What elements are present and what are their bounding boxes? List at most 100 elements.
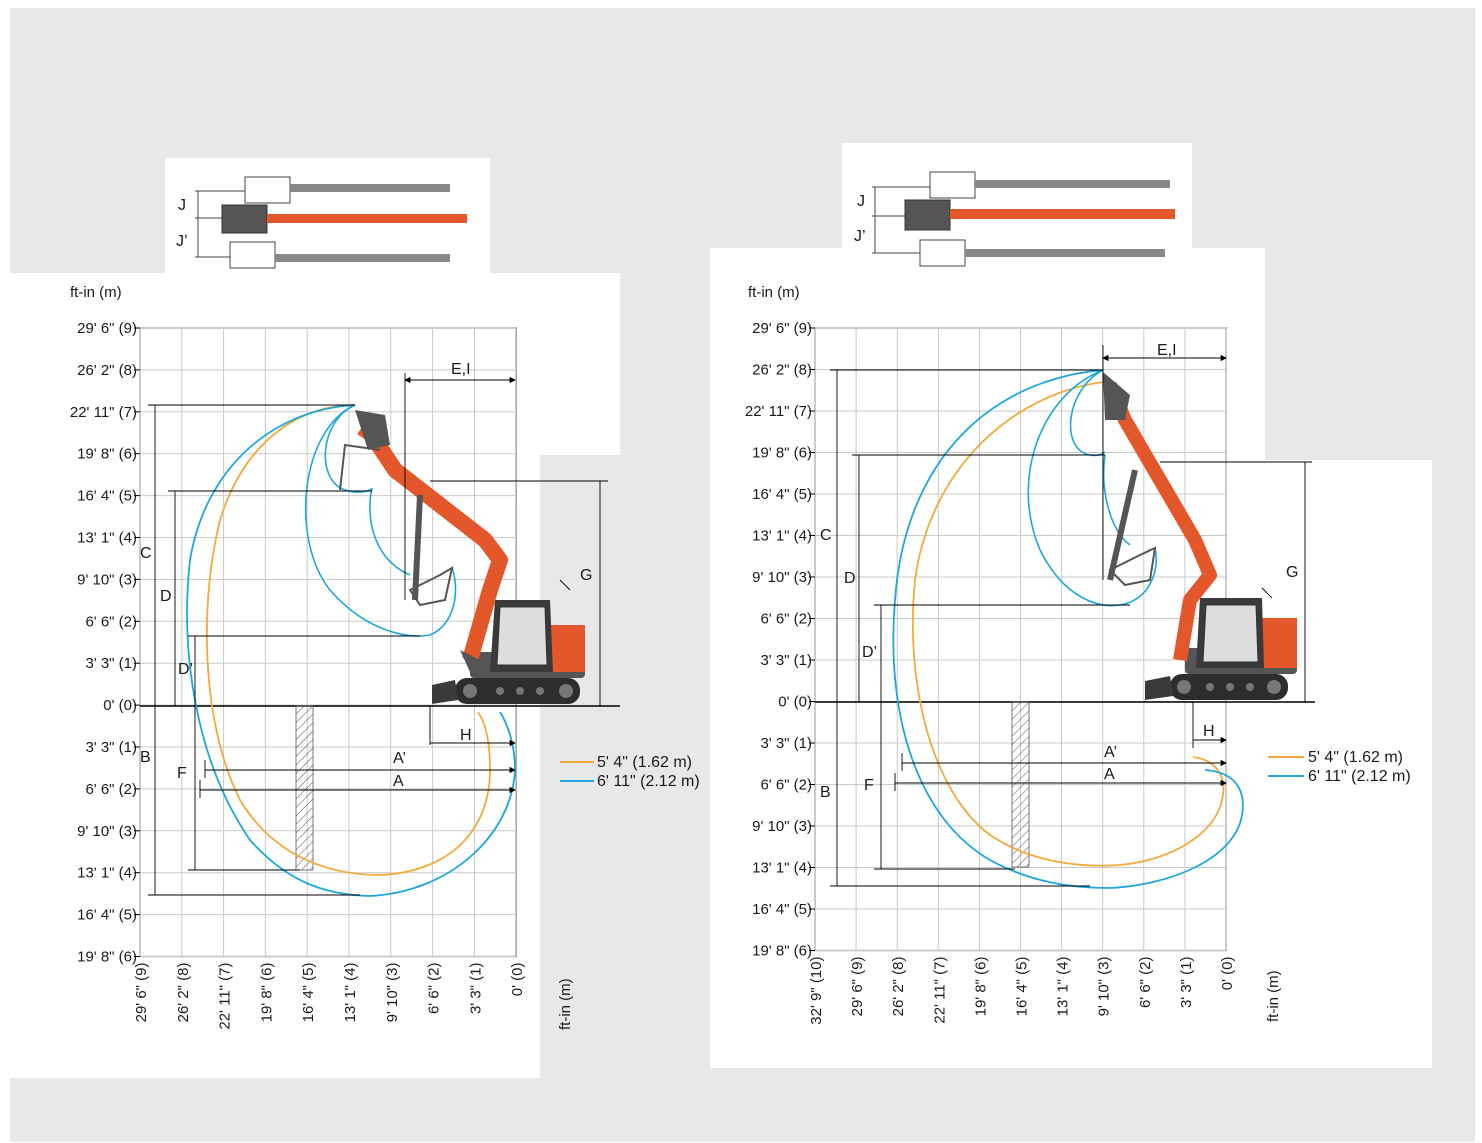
y-tick-label: 3' 3" (1) xyxy=(85,739,137,756)
left-label-G: G xyxy=(580,567,592,584)
y-tick-label: 13' 1" (4) xyxy=(752,528,812,545)
right-y-unit-label: ft-in (m) xyxy=(748,284,800,301)
left-chart-panel xyxy=(7,273,540,1078)
x-tick-label: 26' 2" (8) xyxy=(175,963,192,1023)
left-excavator-illustration xyxy=(339,410,585,704)
left-trench-wall xyxy=(295,705,314,871)
y-tick-label: 6' 6" (2) xyxy=(760,777,812,794)
left-label-B: B xyxy=(140,749,151,766)
y-tick-label: 0' (0) xyxy=(103,697,137,714)
right-label-B: B xyxy=(820,784,831,801)
right-excavator-illustration xyxy=(1103,372,1297,700)
y-tick-label: 22' 11" (7) xyxy=(745,403,812,420)
x-tick-label: 3' 3" (1) xyxy=(467,963,484,1015)
right-label-D-prime: D’ xyxy=(862,644,877,661)
right-chart-panel-ext xyxy=(1265,460,1432,1068)
left-label-E-I: E,I xyxy=(451,361,471,378)
right-top-view-illustration: J J’ xyxy=(854,171,1175,267)
right-x-unit-label: ft-in (m) xyxy=(1265,970,1282,1022)
left-y-unit-label: ft-in (m) xyxy=(70,284,122,301)
left-x-unit-label: ft-in (m) xyxy=(557,978,574,1030)
y-tick-label: 9' 10" (3) xyxy=(77,823,137,840)
right-label-A: A xyxy=(1104,766,1115,783)
left-label-J-prime: J’ xyxy=(176,233,188,250)
left-label-C: C xyxy=(140,545,152,562)
left-legend-long-label: 6' 11" (2.12 m) xyxy=(597,773,700,790)
y-tick-label: 26' 2" (8) xyxy=(77,362,137,379)
y-tick-label: 3' 3" (1) xyxy=(85,655,137,672)
left-label-D-prime: D’ xyxy=(178,661,193,678)
y-tick-label: 22' 11" (7) xyxy=(70,404,137,421)
y-tick-label: 13' 1" (4) xyxy=(77,865,137,882)
left-label-A: A xyxy=(393,773,404,790)
x-tick-label: 22' 11" (7) xyxy=(931,957,948,1024)
y-tick-label: 9' 10" (3) xyxy=(752,818,812,835)
left-label-A-prime: A’ xyxy=(393,750,406,767)
right-label-J-prime: J’ xyxy=(854,228,866,245)
x-tick-label: 16' 4" (5) xyxy=(1014,957,1031,1017)
left-curl-curve-2 xyxy=(304,404,457,637)
y-tick-label: 19' 8" (6) xyxy=(752,943,812,960)
right-chart-panel xyxy=(710,248,1265,1068)
y-tick-label: 29' 6" (9) xyxy=(752,320,812,337)
right-label-A-prime: A’ xyxy=(1104,744,1117,761)
right-envelope-long-arm xyxy=(892,369,1244,889)
right-curl-curve-3 xyxy=(1102,454,1131,546)
y-tick-label: 19' 8" (6) xyxy=(752,445,812,462)
x-tick-label: 9' 10" (3) xyxy=(1096,957,1113,1017)
right-top-view-panel xyxy=(842,143,1192,248)
y-tick-label: 3' 3" (1) xyxy=(760,735,812,752)
y-tick-label: 29' 6" (9) xyxy=(77,320,137,337)
left-top-view-illustration: J J’ xyxy=(176,176,467,269)
x-tick-label: 32' 9" (10) xyxy=(808,957,825,1025)
left-legend-short-label: 5' 4" (1.62 m) xyxy=(597,754,692,771)
x-tick-label: 6' 6" (2) xyxy=(1137,957,1154,1009)
y-tick-label: 9' 10" (3) xyxy=(77,571,137,588)
x-tick-label: 19' 8" (6) xyxy=(972,957,989,1017)
y-tick-label: 16' 4" (5) xyxy=(77,488,137,505)
x-tick-label: 19' 8" (6) xyxy=(258,963,275,1023)
right-x-axis-labels: 32' 9" (10) 29' 6" (9) 26' 2" (8) 22' 11" (… xyxy=(808,957,1236,1025)
x-tick-label: 9' 10" (3) xyxy=(384,963,401,1023)
x-tick-label: 29' 6" (9) xyxy=(133,963,150,1023)
right-label-J: J xyxy=(857,193,865,210)
right-trench-wall xyxy=(1011,701,1030,868)
left-x-axis-labels: 29' 6" (9) 26' 2" (8) 22' 11" (7) 19' 8" (6… xyxy=(133,963,526,1030)
left-envelope-short-arm xyxy=(206,404,491,876)
left-label-D: D xyxy=(160,588,172,605)
left-label-F: F xyxy=(177,765,187,782)
left-label-H: H xyxy=(460,727,472,744)
x-tick-label: 26' 2" (8) xyxy=(890,957,907,1017)
y-tick-label: 13' 1" (4) xyxy=(752,860,812,877)
left-label-J: J xyxy=(178,197,186,214)
x-tick-label: 6' 6" (2) xyxy=(426,963,443,1015)
right-label-G: G xyxy=(1286,564,1298,581)
right-y-axis-labels: 29' 6" (9) 26' 2" (8) 22' 11" (7) 19' 8" (6… xyxy=(745,320,812,960)
y-tick-label: 19' 8" (6) xyxy=(77,446,137,463)
left-legend: 5' 4" (1.62 m) 6' 11" (2.12 m) xyxy=(560,754,700,790)
right-label-F: F xyxy=(864,777,874,794)
x-tick-label: 3' 3" (1) xyxy=(1178,957,1195,1009)
x-tick-label: 0' (0) xyxy=(1219,957,1236,991)
right-curl-curve-2 xyxy=(1027,369,1157,607)
right-dimension-lines xyxy=(830,345,1312,887)
y-tick-label: 16' 4" (5) xyxy=(752,901,812,918)
y-tick-label: 0' (0) xyxy=(778,694,812,711)
y-tick-label: 16' 4" (5) xyxy=(752,486,812,503)
right-label-C: C xyxy=(820,527,832,544)
left-grid xyxy=(134,327,517,958)
y-tick-label: 6' 6" (2) xyxy=(85,781,137,798)
right-envelope-short-arm xyxy=(912,381,1225,867)
right-legend-short-label: 5' 4" (1.62 m) xyxy=(1308,749,1403,766)
y-tick-label: 9' 10" (3) xyxy=(752,569,812,586)
x-tick-label: 29' 6" (9) xyxy=(849,957,866,1017)
left-y-axis-labels: 29' 6" (9) 26' 2" (8) 22' 11" (7) 19' 8" (6… xyxy=(70,320,137,966)
y-tick-label: 13' 1" (4) xyxy=(77,530,137,547)
x-tick-label: 16' 4" (5) xyxy=(300,963,317,1023)
left-chart-panel-ext xyxy=(540,273,620,455)
x-tick-label: 13' 1" (4) xyxy=(1055,957,1072,1017)
left-dimension-lines xyxy=(148,373,608,896)
y-tick-label: 6' 6" (2) xyxy=(85,613,137,630)
right-label-H: H xyxy=(1203,723,1215,740)
